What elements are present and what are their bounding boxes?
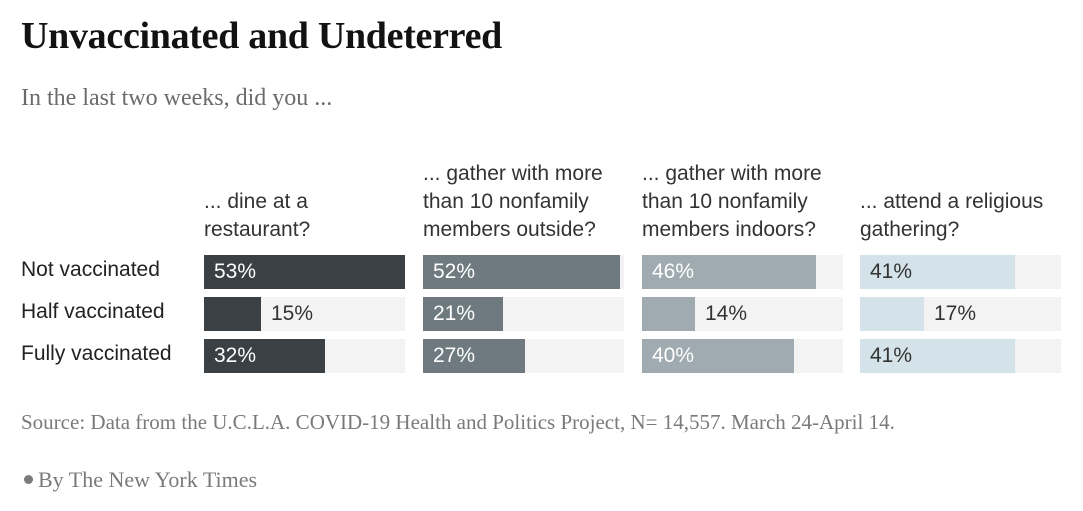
bar [423,297,503,331]
row-label: Half vaccinated [21,300,165,323]
bar-track: 46% [642,255,843,289]
bar-track: 40% [642,339,843,373]
bar-track: 41% [860,339,1061,373]
data-label: 41% [870,260,913,283]
bar-track: 17% [860,297,1061,331]
bullet-icon [24,475,33,484]
bar-track: 41% [860,255,1061,289]
byline: By The New York Times [24,467,257,493]
column-heading: ... gather with more than 10 nonfamily m… [642,162,822,241]
bar [423,255,620,289]
bar-track: 15% [204,297,405,331]
data-label: 15% [271,302,314,325]
data-label: 52% [433,260,476,283]
bar [204,255,405,289]
bar-track: 52% [423,255,624,289]
data-label: 27% [433,344,476,367]
bar [423,339,525,373]
data-label: 17% [934,302,977,325]
bar [642,255,816,289]
bar [204,339,325,373]
bar [860,255,1015,289]
column-heading: ... gather with more than 10 nonfamily m… [423,162,603,241]
bar-track: 27% [423,339,624,373]
bar [204,297,261,331]
column-heading: ... dine at a restaurant? [204,190,311,241]
chart-title: Unvaccinated and Undeterred [21,15,502,57]
bar [860,339,1015,373]
data-label: 46% [652,260,695,283]
data-label: 14% [705,302,748,325]
chart-subtitle: In the last two weeks, did you ... [21,85,333,111]
bar-track: 32% [204,339,405,373]
data-label: 21% [433,302,476,325]
column-heading: ... attend a religious gathering? [860,190,1044,241]
bar-track: 14% [642,297,843,331]
bar [642,339,794,373]
data-label: 41% [870,344,913,367]
bar [860,297,924,331]
source-note: Source: Data from the U.C.L.A. COVID-19 … [21,410,895,434]
bar [642,297,695,331]
bar-track: 53% [204,255,405,289]
bar-track: 21% [423,297,624,331]
data-label: 32% [214,344,257,367]
byline-text: By The New York Times [38,467,258,492]
row-label: Fully vaccinated [21,342,172,365]
data-label: 53% [214,260,257,283]
row-label: Not vaccinated [21,258,160,281]
data-label: 40% [652,344,695,367]
